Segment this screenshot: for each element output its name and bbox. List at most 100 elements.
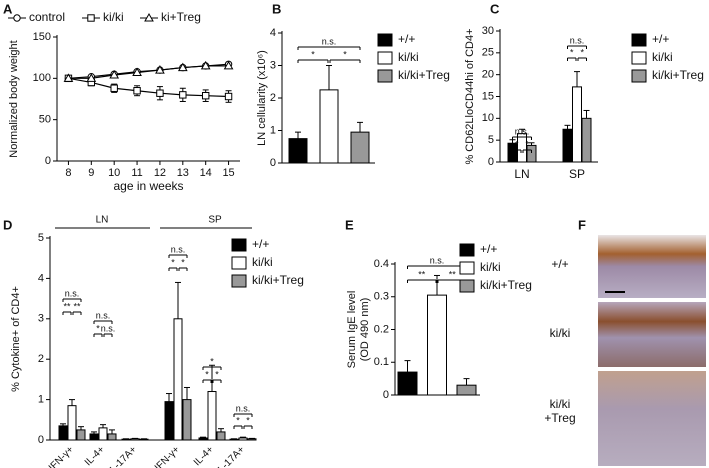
bar [67, 405, 77, 441]
y-tick-label: 0 [270, 157, 276, 169]
bar [121, 438, 131, 441]
y-tick-label: 5 [38, 232, 44, 244]
y-tick-label: 0.2 [374, 323, 389, 335]
legend-label: ki/ki [103, 10, 124, 24]
significance-label: * [570, 47, 574, 57]
marker [201, 91, 210, 100]
bar [581, 117, 592, 163]
panel-letter: A [3, 1, 13, 16]
marker [224, 92, 233, 101]
y-axis-label: Normalized body weight [8, 40, 20, 157]
y-tick-label: 2 [270, 92, 276, 104]
y-tick-label: 0 [383, 389, 389, 401]
marker [13, 14, 21, 22]
x-tick-label: 8 [65, 167, 71, 179]
marker [132, 67, 142, 77]
significance-label: * [215, 369, 219, 379]
image-label: ki/ki [550, 326, 571, 340]
significance-label: ** [418, 269, 426, 279]
image-label: +Treg [544, 411, 575, 425]
significance-label: * [515, 139, 519, 149]
y-tick-label: 0 [38, 434, 44, 446]
legend-swatch [231, 256, 247, 270]
histology-image [598, 371, 706, 466]
legend-label: ki/ki+Treg [652, 68, 704, 82]
bar [397, 371, 418, 396]
y-tick-label: 150 [33, 31, 51, 43]
legend-swatch [631, 51, 647, 65]
y-tick-label: 100 [33, 72, 51, 84]
significance-label: * [580, 47, 584, 57]
marker [155, 65, 165, 74]
significance-label: n.s. [322, 36, 337, 46]
legend-label: ki/ki+Treg [480, 278, 532, 292]
y-tick-label: 0.4 [374, 258, 389, 270]
y-tick-label: 1 [270, 124, 276, 136]
y-tick-label: 1 [38, 394, 44, 406]
marker [133, 87, 141, 95]
legend-swatch [377, 51, 393, 65]
x-tick-label: 9 [88, 167, 94, 179]
y-tick-label: 0.1 [374, 356, 389, 368]
significance-label: * [171, 257, 175, 267]
y-tick-label: 4 [270, 27, 276, 39]
y-axis-label: Serum IgE level [346, 291, 358, 369]
legend-label: ki/ki [480, 260, 501, 274]
series-line [68, 77, 229, 98]
significance-label: n.s. [96, 310, 111, 320]
legend-label: +/+ [652, 32, 669, 46]
significance-label: n.s. [515, 126, 530, 136]
significance-label: * [210, 356, 214, 366]
significance-label: n.s. [171, 244, 186, 254]
bar [182, 399, 192, 441]
legend-label: ki/ki+Treg [398, 68, 450, 82]
y-tick-label: 20 [482, 69, 494, 81]
x-tick-label: IL-4+ [192, 444, 216, 468]
panel-letter: C [490, 1, 500, 16]
significance-label: * [181, 257, 185, 267]
bar [58, 425, 68, 441]
image-label: ki/ki [550, 397, 571, 411]
bar [107, 433, 117, 441]
bar [238, 437, 248, 441]
legend-swatch [231, 274, 247, 288]
legend-label: ki/ki [252, 255, 273, 269]
bar [562, 128, 573, 163]
y-tick-label: 15 [482, 90, 494, 102]
significance-label: ** [449, 269, 457, 279]
significance-label: n.s. [570, 35, 585, 45]
legend-swatch [631, 33, 647, 47]
significance-label: n.s. [101, 323, 116, 333]
series-line [68, 65, 229, 79]
bar [173, 318, 183, 441]
marker [156, 89, 164, 97]
bar [164, 401, 174, 441]
legend-label: ki+Treg [161, 10, 201, 24]
y-tick-label: 5 [488, 134, 494, 146]
marker [87, 14, 95, 22]
y-tick-label: 0 [488, 156, 494, 168]
legend-label: control [29, 10, 65, 24]
significance-label: n.s. [65, 288, 80, 298]
marker [144, 12, 154, 22]
significance-label: n.s. [430, 255, 445, 265]
bar [229, 438, 239, 441]
significance-label: ** [63, 301, 71, 311]
x-tick-label: 13 [177, 167, 189, 179]
y-tick-label: 10 [482, 112, 494, 124]
group-label: SP [208, 215, 222, 226]
y-axis-label: (OD 490 nm) [359, 298, 371, 362]
legend-swatch [231, 238, 247, 252]
significance-label: * [311, 49, 315, 59]
significance-label: * [205, 369, 209, 379]
significance-label: * [246, 415, 250, 425]
x-tick-label: IL-4+ [83, 444, 107, 468]
bar [319, 89, 339, 164]
legend-label: ki/ki [398, 50, 419, 64]
x-tick-label: 12 [154, 167, 166, 179]
bar [350, 131, 370, 164]
significance-label: ** [73, 301, 81, 311]
histology-image [598, 302, 706, 367]
bar [207, 391, 217, 441]
